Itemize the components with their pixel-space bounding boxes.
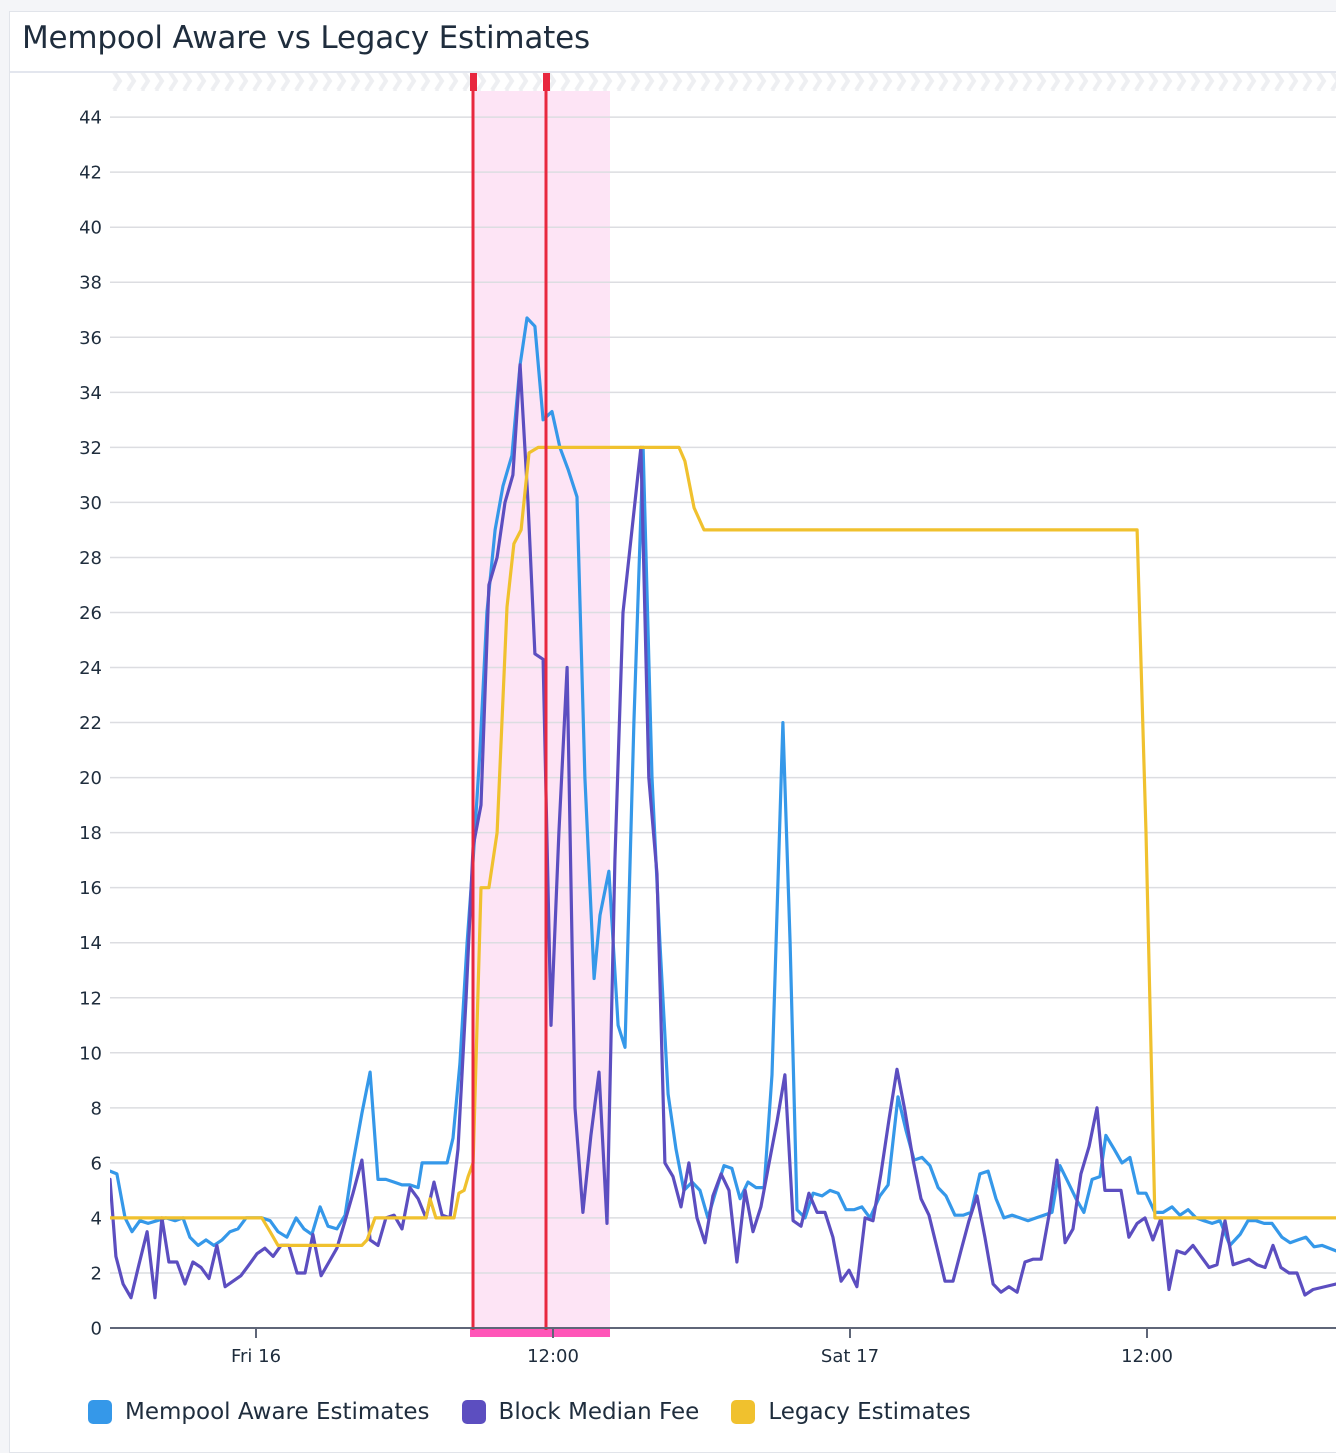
- highlight-region-bar[interactable]: [470, 1329, 610, 1337]
- y-tick-label: 18: [79, 823, 102, 844]
- highlight-region[interactable]: [472, 91, 610, 1328]
- x-tick-label: 12:00: [1121, 1346, 1173, 1367]
- chart-legend: Mempool Aware Estimates Block Median Fee…: [88, 1399, 1003, 1425]
- series-line-block-median-fee[interactable]: [110, 363, 1336, 1300]
- y-tick-label: 20: [79, 768, 102, 789]
- y-tick-label: 22: [79, 713, 102, 734]
- series-lines[interactable]: [110, 316, 1336, 1300]
- legend-label: Block Median Fee: [498, 1399, 700, 1425]
- y-tick-label: 12: [79, 988, 102, 1009]
- y-tick-label: 10: [79, 1043, 102, 1064]
- title-divider: [10, 71, 1336, 73]
- y-tick-label: 14: [79, 933, 102, 954]
- legend-item-block-median-fee[interactable]: Block Median Fee: [461, 1399, 700, 1425]
- legend-swatch-legacy: [731, 1400, 756, 1424]
- y-tick-label: 34: [79, 383, 102, 404]
- y-tick-label: 24: [79, 658, 102, 679]
- legend-swatch-block-median-fee: [461, 1400, 486, 1424]
- legend-swatch-mempool-aware: [88, 1400, 112, 1424]
- y-tick-label: 44: [79, 108, 102, 129]
- legend-label: Legacy Estimates: [768, 1399, 971, 1425]
- y-tick-label: 42: [79, 163, 102, 184]
- legend-item-mempool-aware[interactable]: Mempool Aware Estimates: [88, 1399, 430, 1425]
- y-tick-label: 36: [79, 328, 102, 349]
- y-tick-label: 26: [79, 603, 102, 624]
- y-tick-label: 32: [79, 438, 102, 459]
- annotation-markers[interactable]: [470, 73, 550, 1330]
- chart-panel: Mempool Aware vs Legacy Estimates: [9, 11, 1336, 1453]
- panel-title: Mempool Aware vs Legacy Estimates: [22, 20, 590, 56]
- x-tick-label: Fri 16: [231, 1346, 281, 1367]
- y-tick-label: 6: [91, 1153, 102, 1174]
- y-tick-label: 8: [91, 1098, 102, 1119]
- x-tick-label: 12:00: [527, 1346, 579, 1367]
- highlighted-time-region[interactable]: [470, 91, 610, 1337]
- y-tick-label: 30: [79, 493, 102, 514]
- legend-item-legacy[interactable]: Legacy Estimates: [731, 1399, 971, 1425]
- x-tick-label: Sat 17: [821, 1346, 879, 1367]
- series-line-legacy-estimates[interactable]: [110, 445, 1336, 1247]
- legend-label: Mempool Aware Estimates: [125, 1399, 430, 1425]
- y-tick-label: 2: [91, 1263, 102, 1284]
- y-tick-label: 0: [91, 1319, 102, 1340]
- loading-strip: [110, 73, 1336, 91]
- y-tick-label: 38: [79, 273, 102, 294]
- y-tick-label: 28: [79, 548, 102, 569]
- y-tick-label: 16: [79, 878, 102, 899]
- y-tick-label: 40: [79, 218, 102, 239]
- axes: 0246810121416182022242628303234363840424…: [79, 108, 1336, 1367]
- y-tick-label: 4: [91, 1208, 102, 1229]
